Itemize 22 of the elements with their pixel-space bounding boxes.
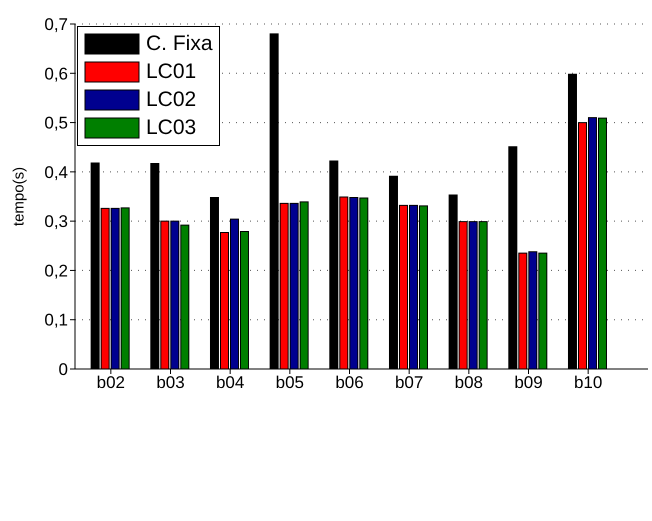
legend-label: LC01 xyxy=(146,60,196,84)
x-tick-label: b07 xyxy=(394,373,424,392)
x-tick-label: b06 xyxy=(335,373,364,392)
x-tick-label: b04 xyxy=(216,373,244,392)
x-tick-label: b10 xyxy=(574,373,602,392)
y-tick-label: 0,4 xyxy=(44,162,68,182)
y-tick-label: 0,2 xyxy=(44,261,68,280)
y-tick-label: 0,3 xyxy=(44,212,68,232)
legend-label: LC02 xyxy=(146,88,196,112)
y-tick-label: 0,5 xyxy=(44,114,68,133)
legend-label: C. Fixa xyxy=(146,32,213,56)
y-tick-label: 0,6 xyxy=(44,64,68,84)
x-tick-label: b05 xyxy=(276,373,304,392)
legend-label: LC03 xyxy=(146,116,196,140)
x-tick-label: b08 xyxy=(454,373,484,392)
y-axis-title: tempo(s) xyxy=(10,166,28,226)
y-tick-label: 0,7 xyxy=(44,15,68,34)
y-tick-label: 0 xyxy=(58,360,68,380)
y-tick-label: 0,1 xyxy=(44,310,68,330)
x-tick-label: b03 xyxy=(156,373,185,392)
x-tick-label: b09 xyxy=(514,373,543,392)
x-tick-label: b02 xyxy=(96,373,126,392)
